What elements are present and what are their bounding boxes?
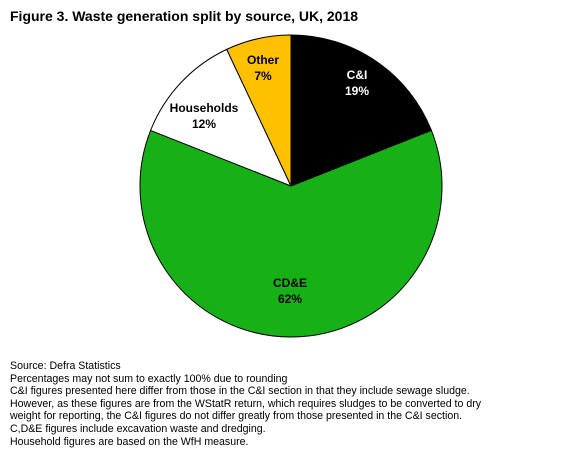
ci-note-line-1: C&I figures presented here differ from t… xyxy=(10,385,470,398)
slice-label-cd-e: CD&E xyxy=(273,276,307,290)
ci-note-line-3: weight for reporting, the C&I figures do… xyxy=(10,410,463,423)
pie-slice-other xyxy=(226,34,292,187)
rounding-note: Percentages may not sum to exactly 100% … xyxy=(10,372,288,385)
cde-note: C,D&E figures include excavation waste a… xyxy=(10,422,266,435)
pie-slice-households xyxy=(150,48,292,187)
slice-label-households: Households xyxy=(170,101,239,115)
slice-percent-other: 7% xyxy=(254,69,272,83)
slice-percent-households: 12% xyxy=(192,117,216,131)
ci-note-line-2: However, as these figures are from the W… xyxy=(10,397,482,410)
pie-slice-c-i xyxy=(290,34,432,187)
pie-slice-cd-e xyxy=(139,129,443,338)
chart-notes: Source: Defra Statistics Percentages may… xyxy=(10,360,580,448)
source-note: Source: Defra Statistics xyxy=(10,360,121,372)
slice-label-other: Other xyxy=(247,53,279,67)
household-note: Household figures are based on the WfH m… xyxy=(10,435,249,448)
slice-percent-c-i: 19% xyxy=(345,84,369,98)
pie-chart: C&I 19% CD&E 62% Households 12% Other 7% xyxy=(139,34,443,338)
chart-title: Figure 3. Waste generation split by sour… xyxy=(10,8,359,24)
slice-percent-cd-e: 62% xyxy=(278,292,302,306)
slice-label-c-i: C&I xyxy=(347,68,368,82)
